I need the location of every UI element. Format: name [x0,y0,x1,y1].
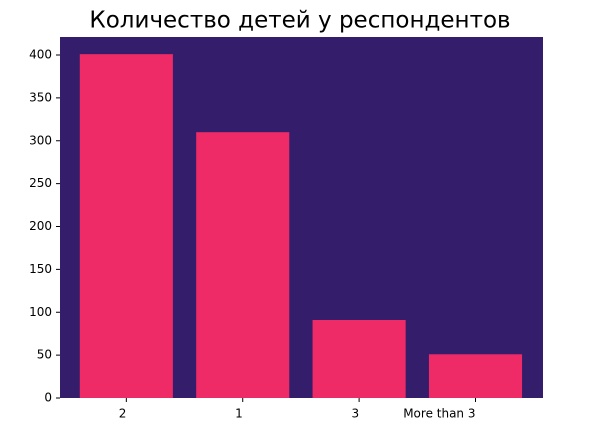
bar [312,319,406,398]
y-tick-label: 0 [44,391,52,405]
x-tick-label: 3 [351,407,359,421]
chart-title: Количество детей у респондентов [89,8,510,34]
y-tick-label: 250 [29,176,52,190]
y-tick-label: 100 [29,305,52,319]
y-tick-label: 350 [29,90,52,104]
bar [79,54,173,398]
y-tick-label: 150 [29,262,52,276]
x-tick-label: 1 [235,407,243,421]
x-tick-label: 2 [119,407,127,421]
y-tick-label: 400 [29,48,52,62]
x-tick-label: More than 3 [403,407,475,421]
y-tick-label: 200 [29,219,52,233]
bar [428,354,523,398]
bar [196,132,290,398]
y-tick-label: 50 [37,348,52,362]
y-tick-label: 300 [29,133,52,147]
